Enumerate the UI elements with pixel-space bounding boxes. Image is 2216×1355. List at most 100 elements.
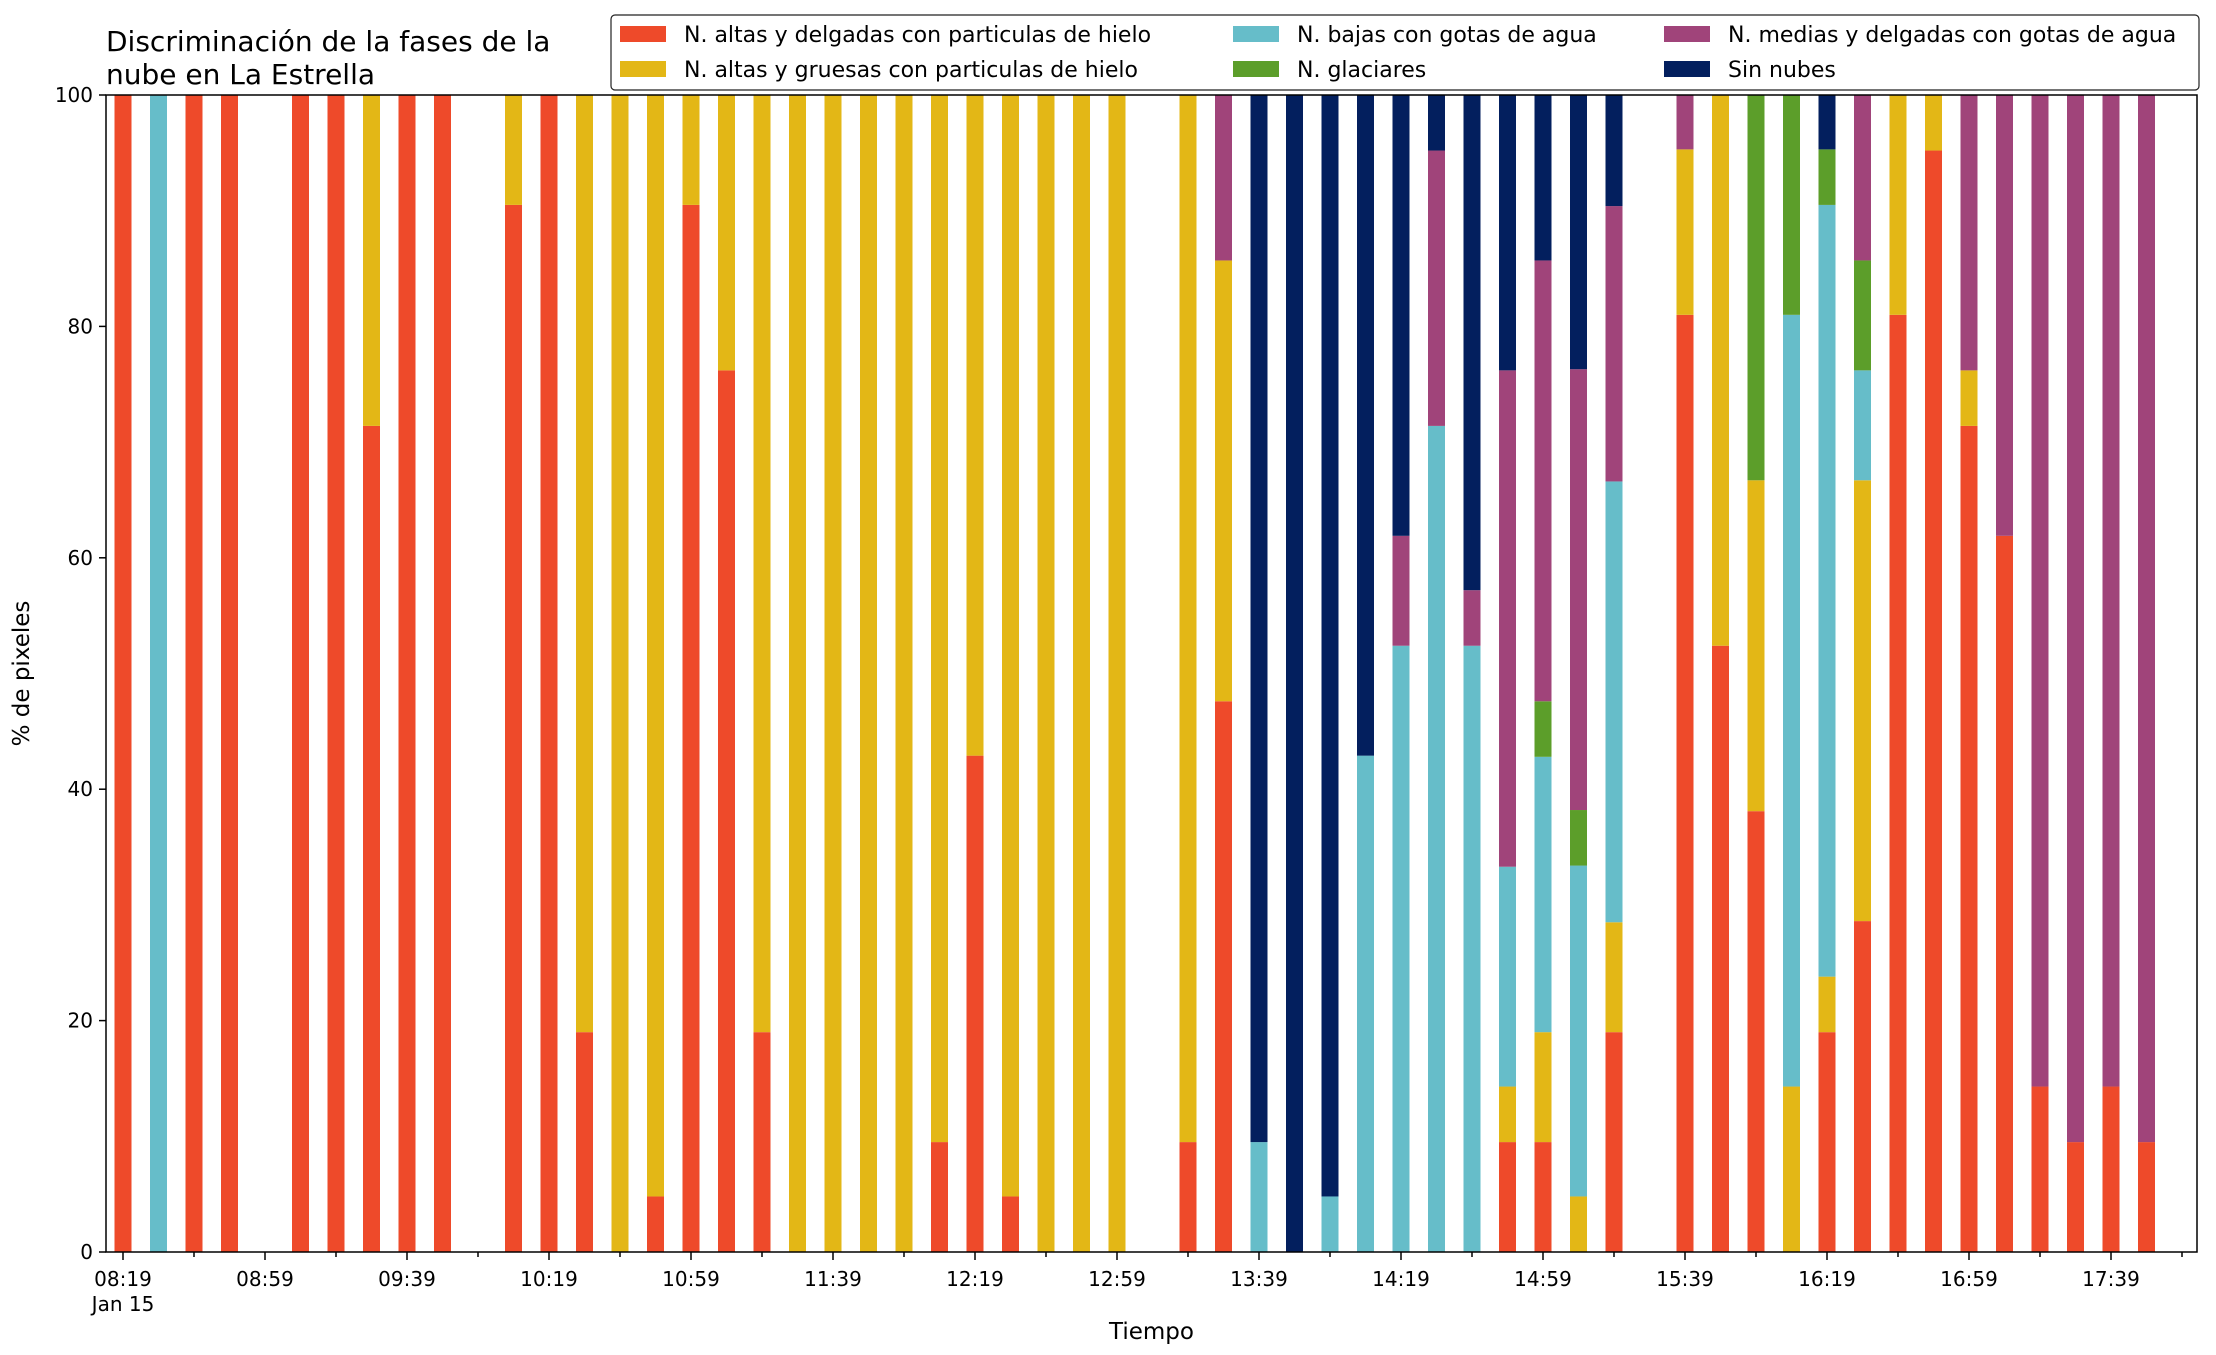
bar-segment-red bbox=[327, 95, 345, 1252]
bar-segment-yellow bbox=[824, 95, 842, 1252]
x-axis-label: Tiempo bbox=[1108, 1319, 1194, 1345]
bar-segment-yellow bbox=[718, 95, 735, 371]
y-tick-label: 20 bbox=[68, 1009, 93, 1033]
chart-title-line-2: nube en La Estrella bbox=[106, 58, 375, 91]
legend-label-cyan: N. bajas con gotas de agua bbox=[1297, 23, 1597, 48]
bar-segment-yellow bbox=[576, 95, 593, 1033]
bar-segment-red bbox=[1215, 701, 1232, 1252]
bar-segment-red bbox=[1534, 1142, 1552, 1252]
bar-segment-red bbox=[682, 204, 700, 1252]
bar-segment-red bbox=[1712, 645, 1729, 1252]
bar-segment-red bbox=[1818, 1032, 1836, 1252]
legend-box bbox=[610, 14, 2200, 91]
bar-segment-yellow bbox=[611, 95, 629, 1252]
bar-segment-yellow bbox=[1108, 95, 1126, 1252]
x-tick-label: 12:59 bbox=[1088, 1267, 1146, 1291]
bar-segment-navy bbox=[1286, 95, 1303, 1252]
bar-segment-red bbox=[1960, 425, 1978, 1252]
bar-segment-green bbox=[1783, 95, 1800, 315]
bar-segment-red bbox=[931, 1142, 948, 1252]
bar-segment-yellow bbox=[1179, 95, 1197, 1143]
bar-segment-navy bbox=[1605, 95, 1623, 207]
y-tick-label: 40 bbox=[68, 777, 93, 801]
bar-segment-yellow bbox=[1960, 370, 1978, 426]
bar-segment-red bbox=[1747, 811, 1765, 1252]
bar-segment-yellow bbox=[682, 95, 700, 205]
bar-segment-yellow bbox=[1215, 260, 1232, 702]
bar-segment-yellow bbox=[1854, 480, 1871, 922]
bar-segment-cyan bbox=[1392, 645, 1410, 1252]
bar-segment-green bbox=[1818, 149, 1836, 205]
bar-segment-yellow bbox=[1073, 95, 1090, 1252]
bar-segment-yellow bbox=[753, 95, 771, 1033]
bar-segment-purple bbox=[1570, 369, 1587, 811]
legend-label-yellow: N. altas y gruesas con particulas de hie… bbox=[684, 58, 1138, 83]
bar-segment-navy bbox=[1463, 95, 1481, 591]
bar-segment-navy bbox=[1499, 95, 1516, 371]
bar-segment-red bbox=[1499, 1142, 1516, 1252]
bar-segment-purple bbox=[1392, 535, 1410, 646]
y-tick-label: 0 bbox=[80, 1240, 93, 1264]
bar-segment-navy bbox=[1428, 95, 1445, 151]
bar-segment-cyan bbox=[1250, 1142, 1268, 1252]
bar-segment-green bbox=[1570, 810, 1587, 866]
bar-segment-red bbox=[2067, 1142, 2084, 1252]
legend-swatch-green bbox=[1233, 61, 1279, 77]
bar-segment-navy bbox=[1321, 95, 1339, 1197]
y-tick-label: 80 bbox=[68, 314, 93, 338]
legend-swatch-yellow bbox=[620, 61, 666, 77]
bar-segment-red bbox=[434, 95, 451, 1252]
bar-segment-red bbox=[2031, 1086, 2049, 1252]
bar-segment-cyan bbox=[1534, 756, 1552, 1033]
bar-segment-green bbox=[1534, 701, 1552, 757]
bar-segment-purple bbox=[1854, 95, 1871, 261]
bar-segment-red bbox=[1889, 314, 1907, 1253]
bar-segment-red bbox=[505, 204, 522, 1252]
bar-segment-cyan bbox=[1321, 1196, 1339, 1252]
bar-segment-yellow bbox=[1002, 95, 1019, 1197]
bar-segment-purple bbox=[1996, 95, 2013, 536]
bar-segment-yellow bbox=[1037, 95, 1055, 1252]
bar-segment-cyan bbox=[1570, 865, 1587, 1197]
bar-segment-cyan bbox=[1783, 314, 1800, 1087]
bar-segment-red bbox=[1854, 921, 1871, 1252]
bar-segment-yellow bbox=[931, 95, 948, 1143]
chart-title: Discriminación de la fases de la nube en… bbox=[106, 25, 550, 91]
axes bbox=[105, 94, 2198, 1253]
bar-segment-yellow bbox=[1818, 976, 1836, 1033]
x-tick-label: 09:39 bbox=[378, 1267, 436, 1291]
bar-segment-purple bbox=[1428, 150, 1445, 426]
bar-segment-yellow bbox=[1534, 1032, 1552, 1143]
bar-segment-red bbox=[363, 425, 380, 1252]
legend: N. altas y delgadas con particulas de hi… bbox=[610, 14, 2200, 91]
x-tick-label: 17:39 bbox=[2082, 1267, 2140, 1291]
bar-segment-yellow bbox=[1499, 1086, 1516, 1143]
bar-segment-yellow bbox=[966, 95, 984, 756]
bar-segment-cyan bbox=[1818, 204, 1836, 977]
bar-segment-yellow bbox=[789, 95, 806, 1252]
bars bbox=[114, 95, 2155, 1253]
y-axis-label: % de pixeles bbox=[9, 601, 35, 747]
bar-segment-red bbox=[576, 1032, 593, 1252]
bar-segment-purple bbox=[2067, 95, 2084, 1143]
bar-segment-yellow bbox=[1570, 1196, 1587, 1252]
legend-label-green: N. glaciares bbox=[1297, 58, 1426, 83]
bar-segment-red bbox=[114, 95, 132, 1252]
bar-segment-red bbox=[753, 1032, 771, 1252]
x-tick-label: 12:19 bbox=[946, 1267, 1004, 1291]
x-tick-label: 08:59 bbox=[236, 1267, 294, 1291]
bar-segment-red bbox=[185, 95, 203, 1252]
bar-segment-red bbox=[966, 755, 984, 1252]
bar-segment-yellow bbox=[860, 95, 877, 1252]
bar-segment-red bbox=[292, 95, 309, 1252]
bar-segment-cyan bbox=[1357, 755, 1374, 1252]
bar-segment-red bbox=[221, 95, 238, 1252]
legend-label-navy: Sin nubes bbox=[1728, 58, 1836, 83]
bar-segment-red bbox=[2138, 1142, 2155, 1252]
plot-area-frame bbox=[105, 94, 2198, 1253]
bar-segment-red bbox=[1179, 1142, 1197, 1252]
x-tick-sublabel: Jan 15 bbox=[90, 1292, 155, 1316]
legend-swatch-cyan bbox=[1233, 26, 1279, 42]
bar-segment-yellow bbox=[1783, 1086, 1800, 1252]
x-tick-label: 15:39 bbox=[1656, 1267, 1714, 1291]
